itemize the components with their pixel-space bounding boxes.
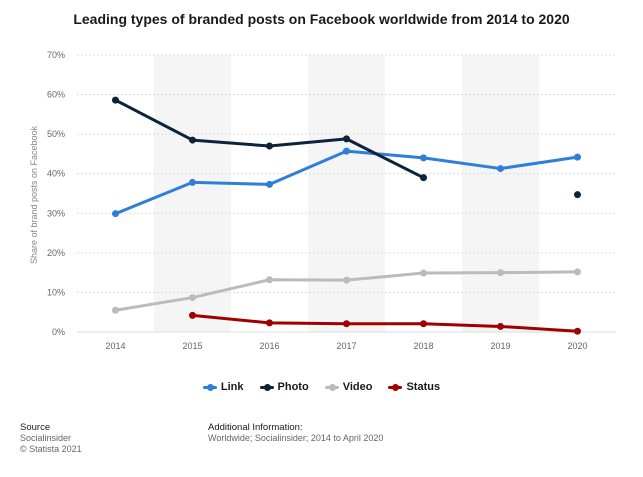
legend-marker-photo xyxy=(259,383,274,391)
x-tick-label: 2016 xyxy=(259,341,279,351)
point-video-2015 xyxy=(189,294,196,302)
y-tick-label: 20% xyxy=(47,248,65,258)
legend-item-status[interactable]: Status xyxy=(388,381,440,393)
point-photo-2017 xyxy=(343,135,350,143)
source-block: Source Socialinsider © Statista 2021 xyxy=(20,422,82,455)
point-link-2018 xyxy=(420,154,427,162)
legend-item-link[interactable]: Link xyxy=(202,381,244,393)
point-video-2017 xyxy=(343,276,350,284)
x-tick-label: 2017 xyxy=(336,341,356,351)
y-tick-label: 30% xyxy=(47,208,65,218)
legend-marker-status xyxy=(388,383,403,391)
band-2017 xyxy=(308,55,385,332)
point-video-2014 xyxy=(112,306,119,314)
y-tick-label: 10% xyxy=(47,287,65,297)
y-axis-label: Share of brand posts on Facebook xyxy=(29,125,39,264)
point-status-2018 xyxy=(420,320,427,328)
point-link-2016 xyxy=(266,180,273,188)
point-status-2020 xyxy=(574,327,581,335)
point-link-2017 xyxy=(343,147,350,155)
legend-marker-video xyxy=(324,383,339,391)
point-status-2016 xyxy=(266,319,273,327)
source-name: Socialinsider xyxy=(20,433,72,443)
legend-marker-link xyxy=(202,383,217,391)
point-status-2017 xyxy=(343,320,350,328)
series-line-status xyxy=(191,313,579,333)
point-video-2018 xyxy=(420,269,427,277)
x-tick-label: 2019 xyxy=(490,341,510,351)
point-status-2015 xyxy=(189,311,196,319)
point-photo-2020 xyxy=(574,191,581,199)
point-video-2016 xyxy=(266,276,273,284)
legend-label-link: Link xyxy=(220,381,244,393)
point-status-2019 xyxy=(497,322,504,330)
y-tick-label: 0% xyxy=(52,327,65,337)
additional-info-text: Worldwide; Socialinsider; 2014 to April … xyxy=(208,433,384,443)
x-tick-label: 2015 xyxy=(182,341,202,351)
chart-title: Leading types of branded posts on Facebo… xyxy=(73,11,570,27)
band-2019 xyxy=(462,55,539,332)
legend-label-video: Video xyxy=(342,381,373,393)
point-photo-2018 xyxy=(420,174,427,182)
source-heading: Source xyxy=(20,422,51,433)
additional-info-heading: Additional Information: xyxy=(208,422,303,433)
x-tick-label: 2014 xyxy=(105,341,125,351)
point-photo-2016 xyxy=(266,142,273,150)
y-tick-label: 70% xyxy=(47,50,65,60)
point-photo-2015 xyxy=(189,136,196,144)
point-video-2020 xyxy=(574,268,581,276)
legend-item-photo[interactable]: Photo xyxy=(259,381,309,393)
copyright: © Statista 2021 xyxy=(20,444,82,454)
point-link-2019 xyxy=(497,165,504,173)
point-link-2020 xyxy=(574,153,581,161)
chart-legend: Link Photo Video Status xyxy=(0,381,643,393)
point-photo-2014 xyxy=(112,96,119,104)
x-tick-label: 2020 xyxy=(567,341,587,351)
y-tick-label: 50% xyxy=(47,129,65,139)
additional-info-block: Additional Information: Worldwide; Socia… xyxy=(208,422,383,444)
point-link-2015 xyxy=(189,178,196,186)
legend-item-video[interactable]: Video xyxy=(324,381,373,393)
y-tick-label: 40% xyxy=(47,169,65,179)
point-video-2019 xyxy=(497,269,504,277)
point-link-2014 xyxy=(112,210,119,218)
legend-label-status: Status xyxy=(406,381,441,393)
legend-label-photo: Photo xyxy=(277,381,309,393)
y-tick-label: 60% xyxy=(47,90,65,100)
x-tick-label: 2018 xyxy=(413,341,433,351)
